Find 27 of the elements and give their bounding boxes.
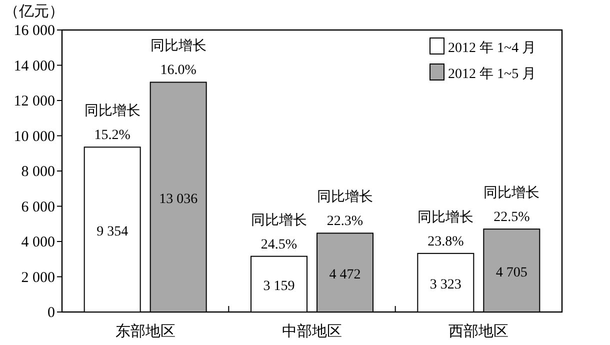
y-tick-label: 2 000 <box>21 270 55 286</box>
y-tick-label: 14 000 <box>14 58 55 74</box>
y-tick-label: 6 000 <box>21 199 55 216</box>
x-tick-label: 东部地区 <box>115 323 176 340</box>
y-tick-label: 10 000 <box>14 128 55 145</box>
x-tick-label: 西部地区 <box>448 323 509 340</box>
data-label: 4 472 <box>329 268 361 283</box>
data-label: 9 354 <box>96 224 128 240</box>
y-tick-label: 12 000 <box>14 94 55 110</box>
data-label: 13 036 <box>159 192 198 208</box>
y-tick-label: 8 000 <box>21 164 55 180</box>
legend-label: 2012 年 1~4 月 <box>448 40 536 56</box>
annotation: 同比增长 23.8% <box>418 209 474 250</box>
annotation: 同比增长 22.5% <box>484 185 540 226</box>
y-tick-label: 0 <box>48 305 55 321</box>
data-label: 4 705 <box>496 266 528 281</box>
annotation: 同比增长 16.0% <box>150 38 206 78</box>
data-label: 3 323 <box>430 278 462 293</box>
y-tick-label: 16 000 <box>14 23 55 39</box>
y-axis-title: （亿元） <box>4 4 64 20</box>
annotation: 同比增长 15.2% <box>84 103 140 144</box>
legend-label: 2012 年 1~5 月 <box>448 66 536 82</box>
y-tick-label: 4 000 <box>21 234 55 250</box>
x-tick-label: 中部地区 <box>282 323 342 340</box>
annotation: 同比增长 24.5% <box>251 212 307 252</box>
data-label: 3 159 <box>263 279 295 294</box>
annotation: 同比增长 22.3% <box>317 189 373 230</box>
